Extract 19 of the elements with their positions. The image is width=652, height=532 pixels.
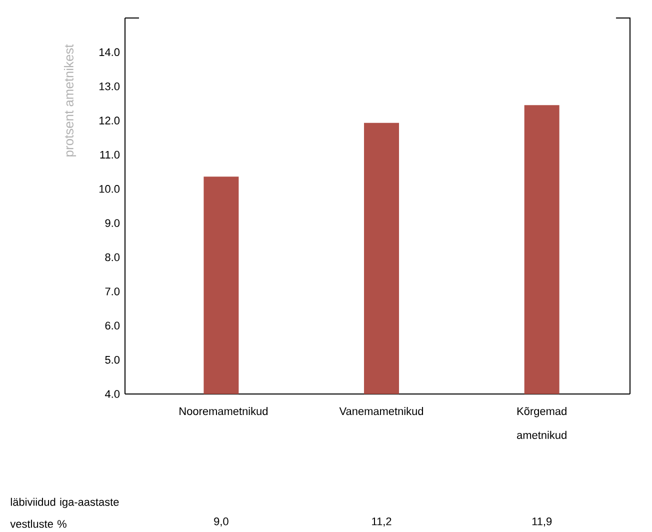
y-tick-label: 13.0 (99, 82, 120, 90)
y-tick-label: 6.0 (105, 322, 120, 330)
text: 11,2 (372, 517, 392, 527)
y-tick-label: 11.0 (100, 150, 120, 159)
y-tick-label: 10.0 (99, 185, 120, 193)
y-tick-label: 5.0 (105, 356, 120, 364)
x-tick-label: Vanemametnikud (339, 407, 424, 416)
y-tick-label: 14.0 (99, 48, 120, 56)
category-label: Kõrgemad ametnikud (517, 407, 566, 439)
y-tick-label: 7.0 (105, 288, 120, 296)
y-tick-label: 8.0 (105, 253, 120, 262)
text: 9,0 (214, 517, 228, 527)
y-tick-label: 4.0 (104, 390, 120, 398)
y-axis-title: protsent ametnikest (64, 44, 76, 156)
text: 11,9 (532, 517, 552, 527)
x-tick-label: Nooremametnikud (180, 407, 268, 416)
y-tick-label: 12.0 (99, 116, 120, 124)
y-tick-label: 9.0 (105, 219, 120, 227)
text: läbiviidud iga-aastaste vestluste % (10, 498, 119, 528)
